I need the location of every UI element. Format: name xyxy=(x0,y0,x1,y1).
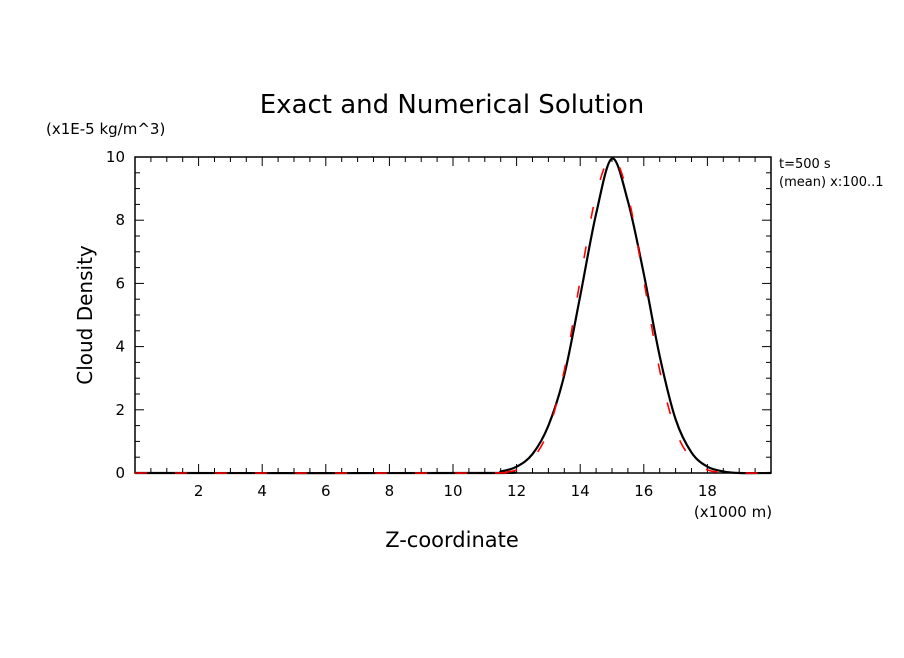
plot-frame xyxy=(134,156,772,474)
x-tick-label: 8 xyxy=(385,482,395,500)
x-tick-label: 2 xyxy=(194,482,204,500)
x-axis-label: Z-coordinate xyxy=(385,528,519,552)
x-tick-label: 6 xyxy=(321,482,331,500)
plot-area: 2 4 6 8 10 12 14 16 18 0 2 4 6 8 10 xyxy=(106,148,772,500)
annotation-mean: (mean) x:100..1 xyxy=(779,175,884,190)
y-axis-label: Cloud Density xyxy=(73,245,97,385)
x-tick-label: 10 xyxy=(443,482,462,500)
x-tick-label: 16 xyxy=(634,482,653,500)
x-tick-label: 14 xyxy=(571,482,590,500)
y-tick-label: 6 xyxy=(115,274,125,292)
x-tick-label: 4 xyxy=(257,482,267,500)
y-tick-label: 8 xyxy=(115,211,125,229)
y-tick-label: 0 xyxy=(115,464,125,482)
annotation-time: t=500 s xyxy=(779,157,831,172)
y-axis-unit: (x1E-5 kg/m^3) xyxy=(46,120,165,138)
chart-title: Exact and Numerical Solution xyxy=(260,90,644,120)
x-tick-label: 18 xyxy=(698,482,717,500)
series-line-exact xyxy=(134,156,772,474)
x-tick-label: 12 xyxy=(507,482,526,500)
y-tick-label: 2 xyxy=(115,401,125,419)
series-line-numerical xyxy=(134,157,772,475)
y-tick-label: 10 xyxy=(106,148,125,166)
y-tick-label: 4 xyxy=(115,338,125,356)
x-axis-unit: (x1000 m) xyxy=(694,503,772,521)
